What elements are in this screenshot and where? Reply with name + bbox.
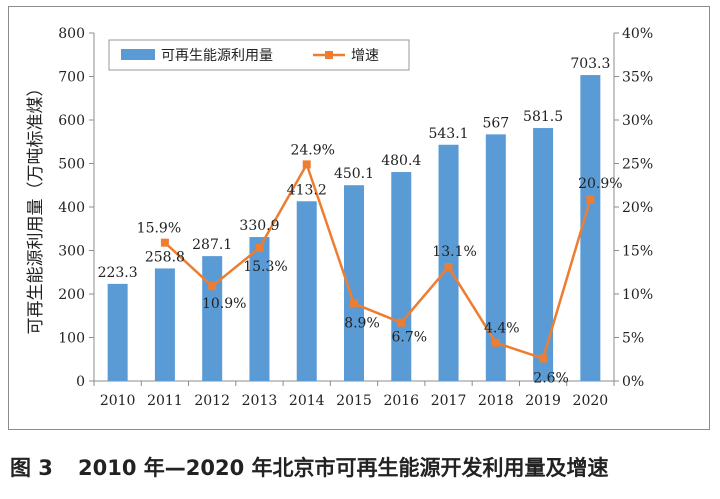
- bar-value-label: 480.4: [381, 153, 421, 169]
- x-tick-label: 2017: [431, 393, 467, 409]
- growth-point: [302, 160, 311, 169]
- bar: [107, 283, 128, 381]
- bar-value-label: 543.1: [428, 126, 468, 142]
- growth-value-label: 20.9%: [578, 176, 622, 192]
- bar: [154, 268, 175, 381]
- y-tick-label: 300: [58, 244, 85, 260]
- growth-value-label: 2.6%: [533, 370, 569, 386]
- bar: [344, 185, 364, 381]
- bar: [296, 201, 317, 381]
- growth-point: [397, 318, 406, 327]
- x-tick-label: 2014: [289, 393, 325, 409]
- y-tick-label: 500: [58, 157, 85, 173]
- bar-value-label: 330.9: [239, 218, 279, 234]
- bar-value-label: 223.3: [98, 265, 138, 281]
- y2-tick-label: 10%: [622, 287, 653, 303]
- growth-value-label: 4.4%: [484, 321, 520, 337]
- growth-value-label: 10.9%: [202, 296, 246, 312]
- y-tick-label: 100: [58, 331, 85, 347]
- bar: [485, 134, 506, 381]
- chart: 0 100 200 300 400 500 600 700 800 0% 5% 10% 15% 20% 25…: [26, 26, 653, 409]
- x-tick-label: 2015: [336, 393, 372, 409]
- growth-line-group: [160, 160, 595, 363]
- bar: [533, 128, 554, 381]
- figure-number: 图 3: [10, 456, 53, 480]
- y2-tick-label: 20%: [622, 200, 653, 216]
- growth-point: [160, 238, 169, 247]
- growth-point: [255, 243, 264, 252]
- data-labels-group: 223.3 258.8 287.1 330.9 413.2 450.1 480.4 543.1…: [98, 56, 623, 386]
- x-tick-label: 2020: [573, 393, 609, 409]
- y-tick-label: 200: [58, 287, 85, 303]
- bar-value-label: 581.5: [523, 109, 563, 125]
- y2-tick-label: 0%: [622, 374, 644, 390]
- y-tick-label: 400: [58, 200, 85, 216]
- bar: [202, 256, 223, 381]
- growth-value-label: 24.9%: [290, 142, 334, 158]
- figure-caption: 图 3 2010 年—2020 年北京市可再生能源开发利用量及增速: [0, 450, 720, 486]
- legend-line-marker: [325, 51, 333, 59]
- y2-tick-label: 15%: [622, 244, 653, 260]
- legend-bar-swatch: [121, 49, 155, 60]
- growth-value-label: 6.7%: [391, 330, 427, 346]
- growth-line: [164, 163, 592, 360]
- chart-frame: 0 100 200 300 400 500 600 700 800 0% 5% 10% 15% 20% 25…: [8, 6, 710, 430]
- y2-tick-label: 5%: [622, 331, 644, 347]
- y2-tick-label: 35%: [622, 70, 653, 86]
- bar-value-label: 258.8: [145, 249, 185, 265]
- y-axis-title: 可再生能源利用量（万吨标准煤）: [26, 80, 46, 335]
- bars-group: [107, 75, 601, 381]
- bar-value-label: 703.3: [570, 56, 610, 72]
- growth-point: [350, 299, 358, 308]
- growth-value-label: 15.9%: [137, 221, 181, 237]
- axes-group: 0 100 200 300 400 500 600 700 800 0% 5% 10% 15% 20% 25…: [58, 26, 653, 409]
- bar: [249, 237, 270, 381]
- growth-point: [208, 282, 217, 291]
- growth-point: [444, 263, 453, 272]
- bar-value-label: 567: [482, 115, 509, 131]
- growth-value-label: 13.1%: [432, 244, 476, 260]
- x-tick-label: 2016: [383, 393, 419, 409]
- growth-value-label: 8.9%: [344, 316, 380, 332]
- growth-point: [491, 338, 500, 347]
- bar: [580, 75, 601, 381]
- growth-point: [539, 354, 548, 363]
- x-tick-label: 2012: [194, 393, 230, 409]
- bar-value-label: 413.2: [287, 182, 327, 198]
- bar-value-label: 450.1: [334, 166, 374, 182]
- figure-title: 2010 年—2020 年北京市可再生能源开发利用量及增速: [78, 456, 609, 480]
- y2-tick-label: 40%: [622, 26, 653, 42]
- growth-value-label: 15.3%: [243, 259, 287, 275]
- y-tick-label: 700: [58, 70, 85, 86]
- y-tick-label: 0: [76, 374, 85, 390]
- legend-bar-label: 可再生能源利用量: [161, 48, 273, 64]
- y-tick-label: 800: [58, 26, 85, 42]
- bar-value-label: 287.1: [192, 237, 232, 253]
- legend-line-label: 增速: [351, 48, 379, 64]
- bar: [438, 144, 459, 381]
- bar: [391, 172, 412, 381]
- y-tick-label: 600: [58, 113, 85, 129]
- y2-tick-label: 25%: [622, 157, 653, 173]
- x-tick-label: 2010: [100, 393, 136, 409]
- x-tick-label: 2018: [478, 393, 514, 409]
- growth-point: [586, 195, 595, 204]
- x-tick-label: 2011: [147, 393, 183, 409]
- legend: 可再生能源利用量 增速: [108, 39, 410, 71]
- legend-box: [108, 39, 410, 71]
- x-tick-label: 2013: [242, 393, 278, 409]
- y2-tick-label: 30%: [622, 113, 653, 129]
- x-tick-label: 2019: [525, 393, 561, 409]
